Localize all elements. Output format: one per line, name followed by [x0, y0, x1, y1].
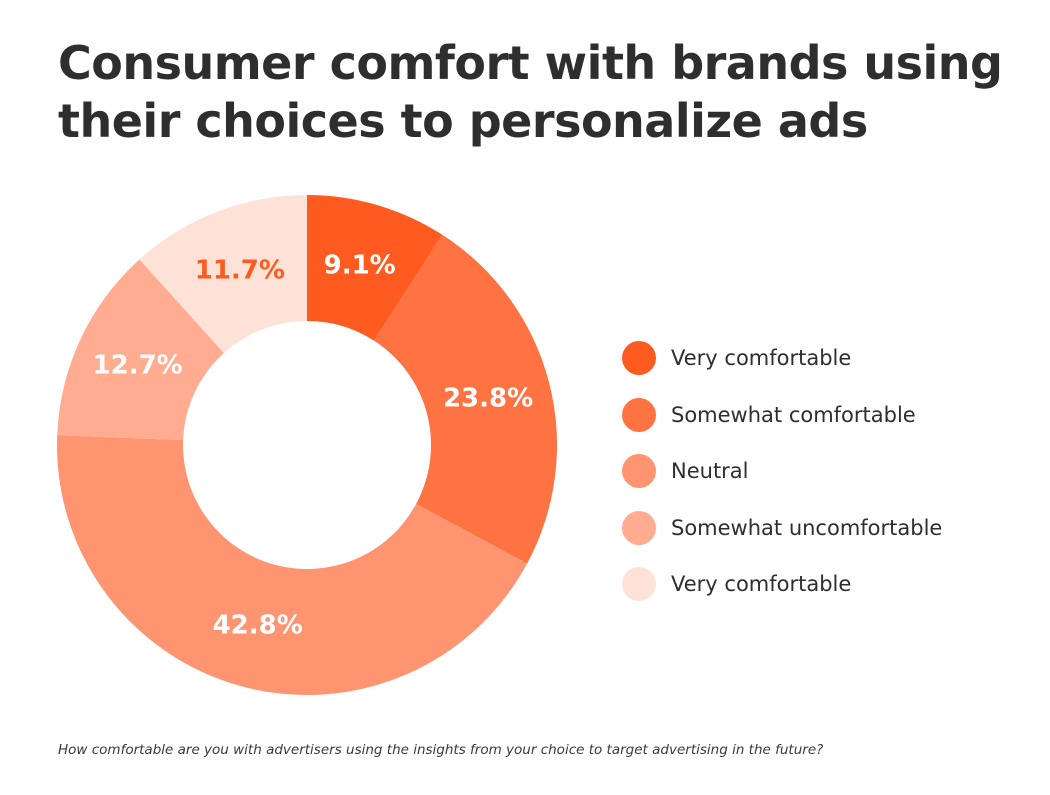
legend-swatch — [622, 341, 656, 376]
legend-swatch — [622, 567, 656, 602]
donut-slice-5 — [139, 195, 307, 353]
legend-swatch — [622, 397, 656, 432]
chart-caption: How comfortable are you with advertisers… — [58, 742, 824, 758]
chart-title: Consumer comfort with brands using their… — [58, 36, 1003, 148]
legend-label: Neutral — [671, 459, 749, 484]
donut-slice-1 — [307, 195, 443, 341]
donut-slices — [56, 195, 558, 696]
legend-item: Somewhat uncomfortable — [622, 500, 942, 557]
legend: Very comfortable Somewhat comfortable Neut… — [622, 330, 942, 613]
legend-label: Somewhat uncomfortable — [671, 515, 943, 540]
donut-slice-2 — [374, 234, 558, 564]
slice-labels: 9.1% 23.8% 42.8% 12.7% 11.7% — [93, 251, 534, 641]
legend-item: Somewhat comfortable — [622, 387, 942, 444]
donut-slice-3 — [56, 435, 528, 696]
legend-label: Somewhat comfortable — [671, 402, 916, 427]
donut-slice-4 — [57, 259, 224, 441]
legend-swatch — [622, 454, 656, 489]
slice-label-4: 12.7% — [93, 351, 183, 381]
slice-label-2: 23.8% — [443, 383, 533, 413]
legend-swatch — [622, 510, 656, 545]
legend-label: Very comfortable — [671, 346, 852, 371]
slice-label-1: 9.1% — [324, 251, 396, 281]
slice-label-5: 11.7% — [195, 255, 285, 285]
legend-label: Very comfortable — [671, 572, 852, 597]
legend-item: Very comfortable — [622, 330, 942, 387]
legend-item: Neutral — [622, 443, 942, 500]
slice-label-3: 42.8% — [213, 610, 303, 640]
legend-item: Very comfortable — [622, 556, 942, 613]
